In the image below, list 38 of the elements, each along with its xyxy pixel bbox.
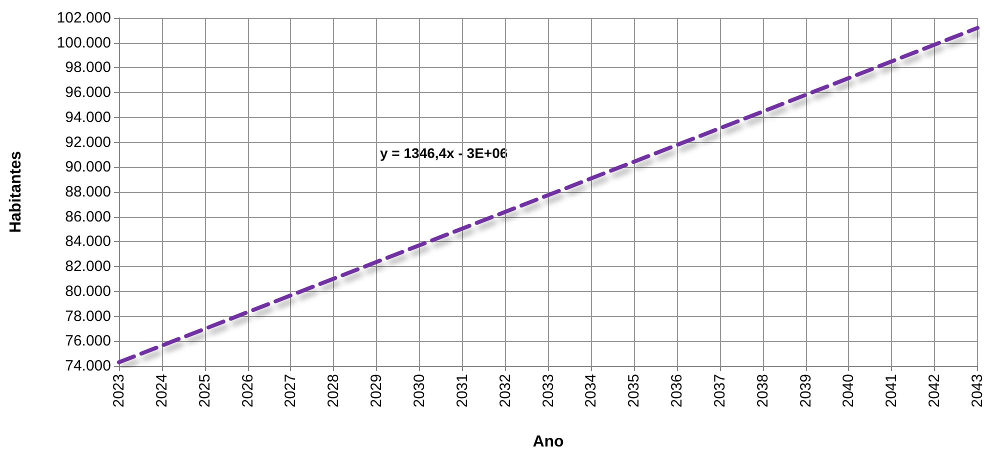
x-tick-label: 2033	[540, 374, 557, 408]
x-tick-label: 2035	[626, 374, 643, 408]
y-tick-label: 80.000	[65, 282, 111, 300]
y-tick-label: 100.000	[56, 34, 111, 52]
y-tick-label: 98.000	[65, 59, 111, 76]
y-tick-label: 84.000	[65, 233, 111, 250]
x-tick-label: 2031	[454, 374, 471, 408]
x-tick-label: 2025	[196, 374, 214, 408]
y-tick-label: 96.000	[65, 84, 111, 102]
x-tick-label: 2043	[969, 374, 985, 408]
y-tick-label: 78.000	[65, 308, 111, 325]
x-tick-label: 2032	[496, 374, 514, 408]
x-tick-label: 2036	[668, 374, 686, 408]
x-tick-label: 2039	[797, 374, 814, 408]
x-tick-label: 2042	[926, 374, 944, 408]
y-tick-label: 94.000	[65, 108, 111, 126]
y-tick-label: 86.000	[65, 208, 111, 226]
x-tick-label: 2041	[883, 374, 900, 408]
x-tick-label: 2029	[368, 374, 386, 408]
y-axis-title: Habitantes	[8, 151, 24, 233]
y-tick-label: 74.000	[65, 358, 111, 374]
x-axis-title: Ano	[532, 434, 564, 450]
x-tick-label: 2030	[410, 374, 428, 408]
x-tick-label: 2026	[239, 374, 256, 408]
y-tick-label: 88.000	[65, 184, 111, 200]
y-tick-label: 76.000	[65, 332, 111, 350]
x-tick-label: 2038	[754, 374, 772, 408]
y-tick-label: 92.000	[65, 134, 111, 151]
x-tick-label: 2040	[840, 374, 858, 408]
x-tick-label: 2024	[153, 374, 170, 408]
x-tick-label: 2037	[711, 374, 728, 408]
x-tick-label: 2027	[282, 374, 300, 408]
y-tick-label: 102.000	[56, 10, 111, 26]
y-tick-label: 82.000	[65, 258, 111, 276]
x-tick-label: 2023	[110, 374, 128, 408]
x-tick-label: 2028	[325, 374, 342, 408]
x-tick-label: 2034	[582, 374, 600, 408]
y-tick-label: 90.000	[65, 158, 111, 176]
